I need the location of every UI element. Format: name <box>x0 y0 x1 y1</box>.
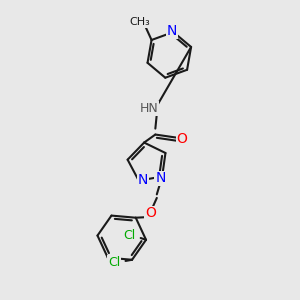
Text: O: O <box>145 206 156 220</box>
Text: N: N <box>155 171 166 185</box>
Text: HN: HN <box>140 102 158 115</box>
Text: N: N <box>138 173 148 187</box>
Text: CH₃: CH₃ <box>129 17 150 27</box>
Text: Cl: Cl <box>108 256 120 268</box>
Text: Cl: Cl <box>123 229 136 242</box>
Text: O: O <box>176 132 187 146</box>
Text: N: N <box>167 25 177 38</box>
